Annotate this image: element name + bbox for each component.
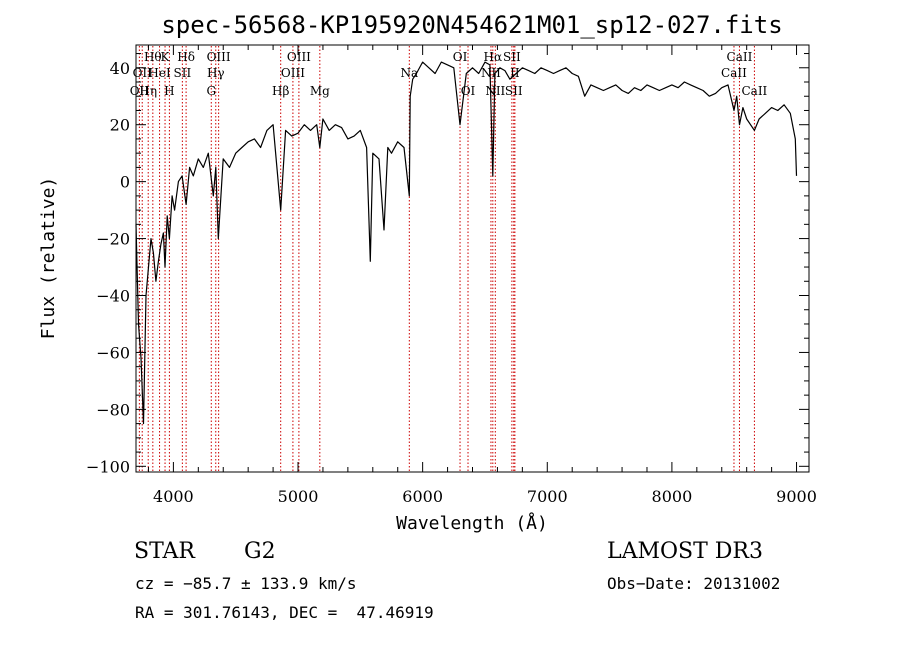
line-label-3: Hθ — [144, 50, 162, 64]
y-tick-label-3: −40 — [96, 287, 130, 306]
spectrum-plot: spec-56568-KP195920N454621M01_sp12-027.f… — [38, 11, 817, 534]
x-axis-label: Wavelength (Å) — [396, 512, 548, 534]
line-label-8: Hδ — [177, 50, 195, 64]
y-tick-label-2: −60 — [96, 343, 130, 362]
line-label-25: CaII — [721, 66, 747, 80]
x-tick-label-4: 8000 — [652, 487, 693, 506]
y-tick-label-7: 40 — [110, 59, 130, 78]
x-tick-label-0: 4000 — [153, 487, 194, 506]
line-label-7: SII — [174, 66, 192, 80]
line-label-26: CaII — [727, 50, 753, 64]
line-label-19: NII — [481, 66, 501, 80]
redshift-velocity: cz = −85.7 ± 133.9 km/s — [135, 574, 357, 593]
x-tick-label-2: 6000 — [402, 487, 443, 506]
y-tick-label-0: −100 — [86, 457, 130, 476]
line-label-15: Mg — [310, 84, 330, 98]
line-label-0: OII — [130, 84, 150, 98]
line-label-2: Hη — [139, 84, 157, 98]
line-label-11: OIII — [207, 50, 231, 64]
line-label-5: K — [161, 50, 171, 64]
x-axis-ticks: 4000 5000 6000 7000 8000 9000 — [147, 45, 817, 506]
line-label-14: OIII — [287, 50, 311, 64]
x-tick-label-3: 7000 — [527, 487, 568, 506]
line-label-16: Na — [400, 66, 418, 80]
spectrum-series-line — [135, 61, 798, 425]
spectral-line-labels: OIIOIIHηHθHeIKHSIIHδGHγOIIIHβOIIIOIIIMgN… — [130, 50, 768, 98]
y-tick-label-1: −80 — [96, 400, 130, 419]
chart-title: spec-56568-KP195920N454621M01_sp12-027.f… — [161, 11, 782, 39]
x-tick-label-5: 9000 — [776, 487, 817, 506]
line-label-13: OIII — [281, 66, 305, 80]
line-label-6: H — [164, 84, 174, 98]
line-label-20: Hα — [484, 50, 503, 64]
y-tick-label-6: 20 — [110, 116, 130, 135]
y-axis-ticks: −100 −80 −60 −40 −20 0 20 40 — [86, 53, 809, 476]
object-subclass: G2 — [244, 539, 276, 564]
survey-name: LAMOST DR3 — [607, 539, 763, 564]
line-label-1: OII — [133, 66, 153, 80]
line-label-10: Hγ — [207, 66, 225, 80]
line-label-23: SII — [505, 84, 523, 98]
observation-date: Obs−Date: 20131002 — [607, 574, 781, 593]
y-tick-label-4: −20 — [96, 230, 130, 249]
line-label-27: CaII — [741, 84, 767, 98]
line-label-4: HeI — [148, 66, 171, 80]
line-label-17: OI — [453, 50, 468, 64]
line-label-22: SII — [503, 50, 521, 64]
line-label-21: NII — [485, 84, 505, 98]
plot-frame — [135, 44, 810, 473]
sky-coordinates: RA = 301.76143, DEC = 47.46919 — [135, 603, 434, 622]
spectral-line-markers — [138, 46, 755, 471]
object-type: STAR — [134, 539, 195, 564]
y-tick-label-5: 0 — [120, 173, 130, 192]
line-label-24: II — [510, 66, 520, 80]
line-label-9: G — [206, 84, 216, 98]
x-tick-label-1: 5000 — [278, 487, 319, 506]
line-label-12: Hβ — [272, 84, 289, 98]
y-axis-label: Flux (relative) — [38, 177, 59, 340]
